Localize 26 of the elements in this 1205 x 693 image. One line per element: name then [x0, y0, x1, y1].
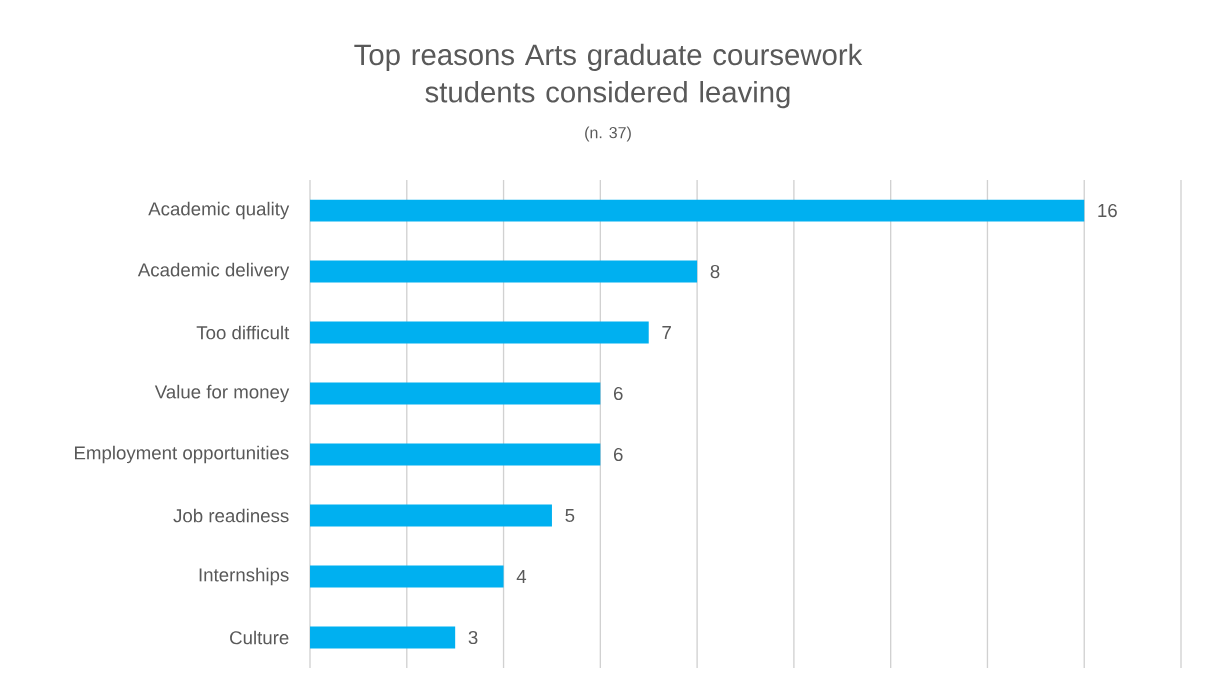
y-tick-label: Too difficult	[196, 325, 290, 340]
data-label: 5	[565, 509, 575, 523]
data-label: 8	[710, 264, 720, 279]
y-tick-label: Academic delivery	[137, 262, 290, 281]
bar	[310, 504, 552, 527]
bar	[310, 382, 601, 405]
y-tick-label: Employment opportunities	[75, 445, 289, 464]
data-label: 4	[516, 570, 527, 583]
chart-title: Top reasons Arts graduate coursework students considered leaving	[354, 43, 863, 109]
bar	[310, 260, 698, 283]
y-tick-label: Culture	[230, 630, 289, 645]
data-label: 7	[662, 326, 671, 339]
y-tick-label: Value for money	[154, 384, 290, 403]
bar	[310, 626, 456, 649]
y-tick-label: Academic quality	[148, 201, 290, 220]
y-tick-label: Job readiness	[173, 508, 289, 523]
bar	[310, 199, 1085, 222]
data-label: 6	[613, 447, 623, 462]
bar	[310, 565, 504, 588]
bar	[310, 443, 601, 466]
data-label: 6	[613, 386, 623, 401]
y-tick-label: Internships	[199, 567, 289, 586]
data-label: 16	[1098, 203, 1117, 218]
data-label: 3	[468, 630, 478, 645]
chart-subtitle: (n. 37)	[585, 126, 631, 142]
bar	[310, 321, 649, 344]
